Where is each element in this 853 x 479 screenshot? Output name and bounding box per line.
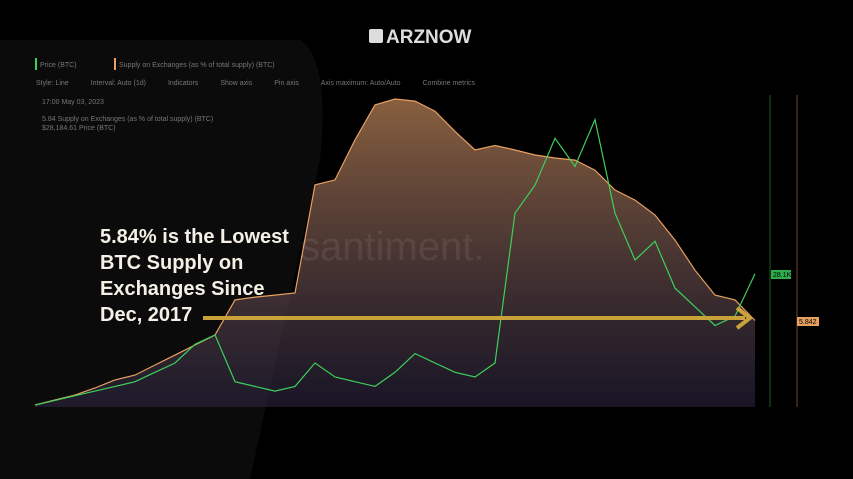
line (34, 117, 756, 406)
annotation: BTC Supply on (100, 252, 243, 274)
toolbar-control[interactable]: Pin axis (274, 80, 299, 87)
tooltip-date: 17:00 May 03, 2023 (42, 99, 104, 106)
supply-tag (797, 317, 819, 326)
logo-icon (369, 29, 383, 43)
metric-marker (35, 58, 37, 70)
toolbar-control[interactable]: Interval: Auto (1d) (91, 80, 146, 87)
area (35, 99, 755, 407)
metric-marker (114, 58, 116, 70)
metric-chip[interactable]: Supply on Exchanges (as % of total suppl… (119, 62, 275, 69)
price-tag-label: 28.1K (773, 272, 792, 279)
toolbar-control[interactable]: Axis maximum: Auto/Auto (321, 80, 401, 87)
toolbar-control[interactable]: Combine metrics (423, 80, 476, 87)
watermark: santiment. (300, 225, 485, 269)
annotation: 5.84% is the Lowest (100, 226, 289, 248)
tooltip-line: $28,184.61 Price (BTC) (42, 125, 116, 132)
metric-chip[interactable]: Price (BTC) (40, 62, 77, 69)
price-tag (771, 270, 791, 279)
supply-tag-label: 5.842 (799, 319, 817, 326)
tooltip-line: 5.84 Supply on Exchanges (as % of total … (42, 116, 213, 123)
toolbar-control[interactable]: Style: Line (36, 80, 69, 87)
annotation: Exchanges Since (100, 278, 265, 300)
line (34, 98, 756, 406)
toolbar-control[interactable]: Indicators (168, 80, 199, 87)
toolbar-control[interactable]: Show axis (220, 80, 252, 87)
logo: ARZNOW (386, 27, 472, 48)
annotation: Dec, 2017 (100, 304, 192, 326)
arrow-head (735, 306, 754, 330)
